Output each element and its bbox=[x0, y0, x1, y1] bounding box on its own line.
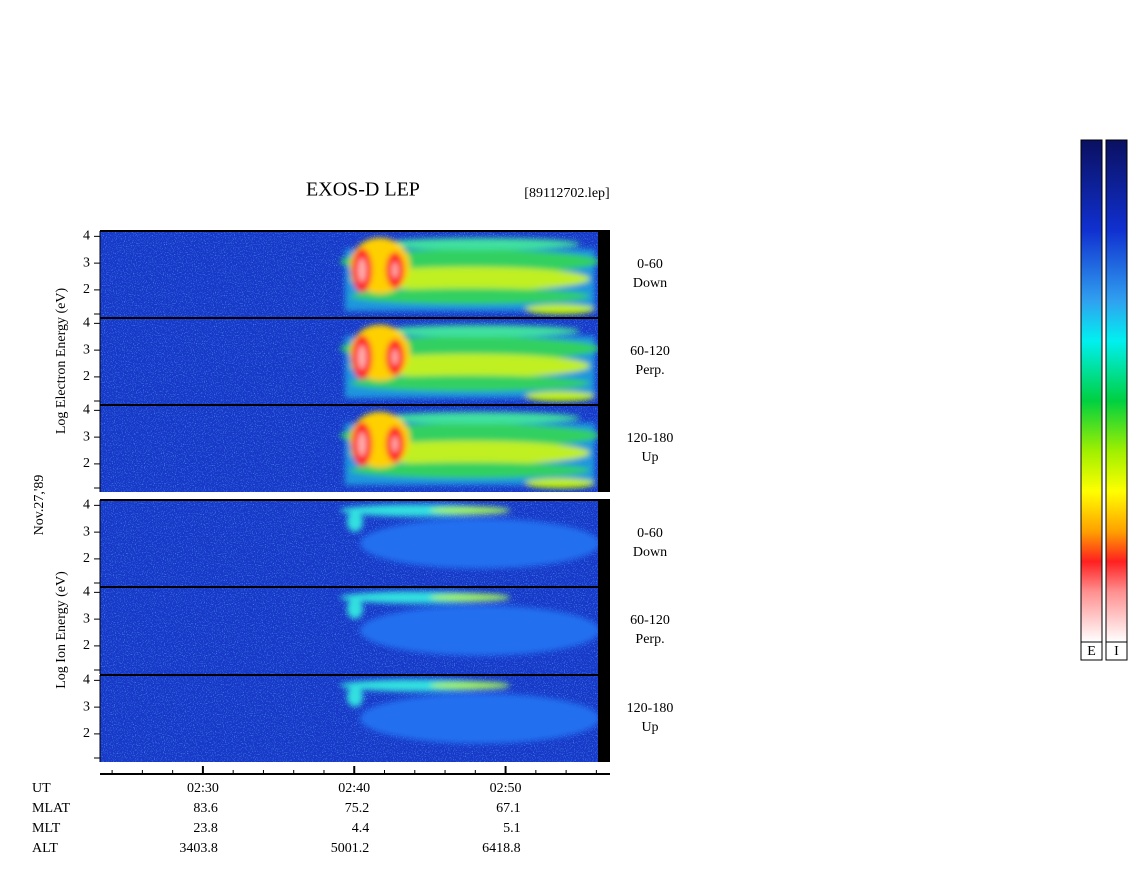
orbit-value: 83.6 bbox=[193, 801, 218, 816]
colorbar bbox=[1080, 139, 1103, 643]
y-tick-label: 4 bbox=[83, 585, 90, 600]
orbit-value: 5001.2 bbox=[331, 841, 370, 856]
feature bbox=[430, 593, 510, 602]
spectrogram-features bbox=[340, 504, 600, 569]
orbit-value: 4.4 bbox=[352, 821, 370, 836]
feature bbox=[525, 391, 595, 402]
y-tick-label: 4 bbox=[83, 229, 90, 244]
file-name: [89112702.lep] bbox=[524, 186, 609, 201]
colorbar-label-box bbox=[1105, 641, 1128, 661]
feature bbox=[360, 518, 600, 569]
orbit-label: MLAT bbox=[32, 801, 71, 816]
feature bbox=[347, 686, 363, 707]
orbit-label: MLT bbox=[32, 821, 61, 836]
feature bbox=[380, 238, 580, 251]
orbit-value: 6418.8 bbox=[482, 841, 521, 856]
orbit-value: 67.1 bbox=[496, 801, 521, 816]
panel-direction: Down bbox=[633, 545, 667, 560]
feature bbox=[358, 258, 366, 283]
panel-direction: Up bbox=[641, 450, 658, 465]
colorbar-label: I bbox=[1114, 644, 1119, 659]
feature bbox=[392, 349, 398, 366]
feature bbox=[350, 440, 590, 465]
spectrogram-features bbox=[340, 237, 600, 315]
y-tick-label: 4 bbox=[83, 316, 90, 331]
colorbar bbox=[1105, 139, 1128, 643]
colorbar-label-box bbox=[1080, 641, 1103, 661]
panel-angle: 120-180 bbox=[627, 701, 674, 716]
y-tick-label: 3 bbox=[83, 429, 90, 444]
y-tick-label: 4 bbox=[83, 673, 90, 688]
axis-label: Log Ion Energy (eV) bbox=[54, 571, 69, 689]
feature bbox=[525, 304, 595, 315]
data-gap bbox=[598, 405, 610, 492]
colorbars bbox=[1080, 139, 1128, 661]
feature bbox=[380, 412, 580, 425]
panel-angle: 0-60 bbox=[637, 526, 663, 541]
title: EXOS-D LEP bbox=[306, 179, 420, 201]
y-tick-label: 3 bbox=[83, 524, 90, 539]
data-gap bbox=[598, 587, 610, 674]
panel-direction: Perp. bbox=[635, 632, 664, 647]
feature bbox=[430, 681, 510, 690]
axis-label: Log Electron Energy (eV) bbox=[54, 288, 69, 435]
date: Nov.27,'89 bbox=[32, 475, 47, 536]
feature bbox=[350, 375, 590, 392]
x-tick-label: 02:40 bbox=[338, 781, 370, 796]
y-tick-label: 2 bbox=[83, 456, 90, 471]
y-tick-label: 2 bbox=[83, 638, 90, 653]
feature bbox=[392, 436, 398, 453]
feature bbox=[360, 693, 600, 744]
y-tick-label: 3 bbox=[83, 342, 90, 357]
x-tick-label: 02:50 bbox=[490, 781, 522, 796]
panel-angle: 60-120 bbox=[630, 344, 670, 359]
spectrogram-features bbox=[340, 591, 600, 656]
feature bbox=[360, 605, 600, 656]
orbit-value: 3403.8 bbox=[179, 841, 218, 856]
data-gap bbox=[598, 675, 610, 762]
y-tick-label: 4 bbox=[83, 498, 90, 513]
orbit-value: 5.1 bbox=[503, 821, 521, 836]
y-tick-label: 3 bbox=[83, 255, 90, 270]
feature bbox=[430, 506, 510, 515]
spectrogram-features bbox=[340, 411, 600, 489]
feature bbox=[350, 462, 590, 479]
panel-direction: Up bbox=[641, 720, 658, 735]
data-gap bbox=[598, 500, 610, 587]
colorbar-label: E bbox=[1087, 644, 1096, 659]
x-tick-label: 02:30 bbox=[187, 781, 219, 796]
orbit-value: 75.2 bbox=[345, 801, 370, 816]
feature bbox=[380, 325, 580, 338]
y-tick-label: 3 bbox=[83, 611, 90, 626]
panel-direction: Perp. bbox=[635, 363, 664, 378]
panel-angle: 0-60 bbox=[637, 257, 663, 272]
orbit-label: UT bbox=[32, 781, 51, 796]
y-tick-label: 2 bbox=[83, 369, 90, 384]
feature bbox=[392, 262, 398, 279]
feature bbox=[358, 432, 366, 457]
y-tick-label: 3 bbox=[83, 699, 90, 714]
feature bbox=[358, 345, 366, 370]
panel-angle: 120-180 bbox=[627, 431, 674, 446]
spectrogram-features bbox=[340, 324, 600, 402]
y-tick-label: 2 bbox=[83, 726, 90, 741]
panel-angle: 60-120 bbox=[630, 613, 670, 628]
feature bbox=[350, 266, 590, 291]
spectrogram-features bbox=[340, 679, 600, 744]
orbit-value: 23.8 bbox=[193, 821, 218, 836]
feature bbox=[350, 288, 590, 305]
y-tick-label: 4 bbox=[83, 403, 90, 418]
data-gap bbox=[598, 231, 610, 318]
feature bbox=[347, 598, 363, 619]
y-tick-label: 2 bbox=[83, 551, 90, 566]
feature bbox=[350, 353, 590, 378]
y-tick-label: 2 bbox=[83, 282, 90, 297]
feature bbox=[347, 511, 363, 532]
feature bbox=[525, 478, 595, 489]
panel-direction: Down bbox=[633, 276, 667, 291]
orbit-label: ALT bbox=[32, 841, 58, 856]
data-gap bbox=[598, 318, 610, 405]
